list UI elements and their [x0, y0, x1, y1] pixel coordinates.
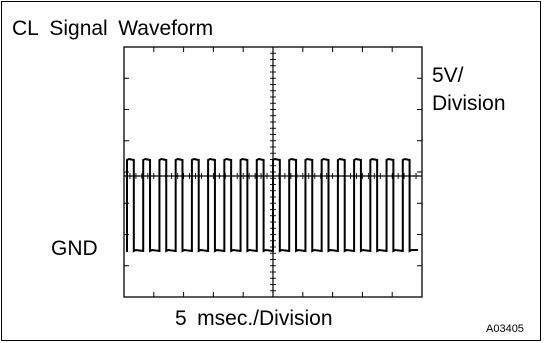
voltage-scale-label: 5V/ Division — [432, 62, 506, 118]
voltage-scale-unit: Division — [432, 92, 506, 115]
voltage-scale-value: 5V/ — [432, 64, 464, 87]
ground-label: GND — [51, 237, 98, 260]
figure-title: CL Signal Waveform — [12, 17, 214, 40]
figure-code: A03405 — [486, 323, 524, 335]
time-scale-label: 5 msec./Division — [175, 307, 333, 330]
square-wave-trace — [126, 157, 418, 253]
signal-waveform — [126, 157, 418, 253]
